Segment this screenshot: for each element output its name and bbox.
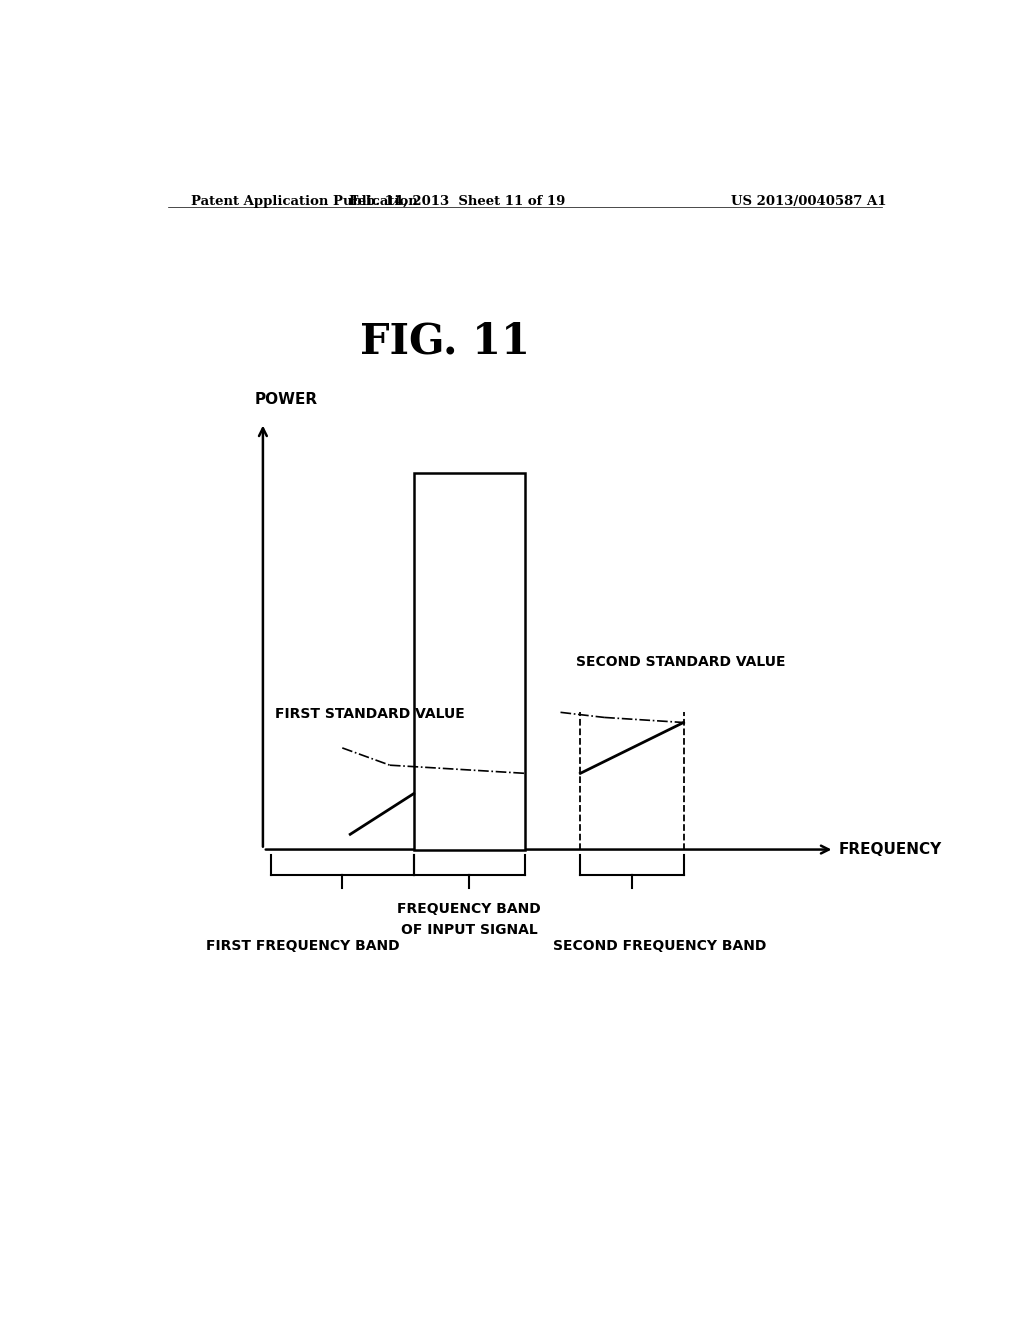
Text: FREQUENCY BAND: FREQUENCY BAND — [397, 903, 541, 916]
Text: FIG. 11: FIG. 11 — [360, 321, 530, 363]
Text: SECOND STANDARD VALUE: SECOND STANDARD VALUE — [577, 655, 785, 668]
Bar — [414, 474, 524, 850]
Text: US 2013/0040587 A1: US 2013/0040587 A1 — [731, 195, 887, 209]
Text: SECOND FREQUENCY BAND: SECOND FREQUENCY BAND — [553, 939, 766, 953]
Text: OF INPUT SIGNAL: OF INPUT SIGNAL — [400, 923, 538, 937]
Text: FIRST FREQUENCY BAND: FIRST FREQUENCY BAND — [206, 939, 399, 953]
Text: POWER: POWER — [255, 392, 318, 408]
Text: Feb. 14, 2013  Sheet 11 of 19: Feb. 14, 2013 Sheet 11 of 19 — [349, 195, 565, 209]
Text: FREQUENCY: FREQUENCY — [839, 842, 941, 857]
Text: Patent Application Publication: Patent Application Publication — [191, 195, 418, 209]
Text: FIRST STANDARD VALUE: FIRST STANDARD VALUE — [274, 708, 465, 721]
